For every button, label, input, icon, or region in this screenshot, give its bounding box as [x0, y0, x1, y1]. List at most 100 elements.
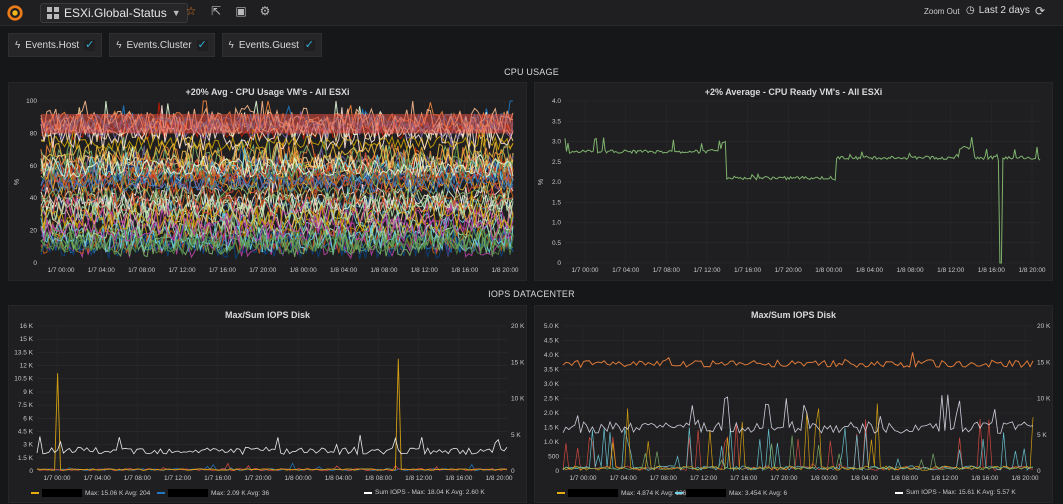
graph-legend: Max: 4.874 K Avg: 136 Max: 3.454 K Avg: … [535, 489, 1052, 499]
y-tick-label: 3.5 [552, 118, 561, 125]
y-tick-label: 9 K [23, 389, 33, 396]
legend-text: Max: 2.09 K Avg: 36 [211, 489, 270, 497]
y-tick-label: 3.0 K [544, 381, 560, 388]
template-var-events-cluster[interactable]: ϟ Events.Cluster ✓ [109, 33, 215, 57]
panel-cpu-ready[interactable]: +2% Average - CPU Ready VM's - All ESXi … [534, 82, 1053, 281]
legend-item[interactable]: Sum IOPS - Max: 15.61 K Avg: 5.57 K [895, 489, 1016, 496]
y-axis-label: % [14, 179, 21, 185]
share-icon[interactable]: ⇱ [210, 4, 222, 18]
time-range-picker[interactable]: ◷ Last 2 days [966, 5, 1030, 16]
x-tick-label: 1/8 04:00 [856, 267, 883, 274]
cpu-ready-graph[interactable]: 0 0.5 1.0 1.5 2.0 2.5 3.0 3.5 4.0 1/7 00:00 1/7 04… [535, 83, 1052, 280]
iops-series [562, 418, 1034, 471]
legend-swatch [675, 492, 683, 494]
x-tick-label: 1/7 12:00 [169, 267, 196, 274]
x-tick-label: 1/7 12:00 [690, 475, 717, 482]
panel-title[interactable]: Max/Sum IOPS Disk [224, 310, 311, 320]
x-tick-label: 1/7 04:00 [84, 475, 111, 482]
panel-title[interactable]: +2% Average - CPU Ready VM's - All ESXi [704, 87, 883, 97]
legend-text: Sum IOPS - Max: 15.61 K Avg: 5.57 K [906, 489, 1016, 496]
dashboard-title: ESXi.Global-Status [64, 6, 167, 20]
iops-disk-graph-1[interactable]: 0 1.5 K 3 K 4.5 K 6 K 7.5 K 9 K 10.5 K 12 K 13.5 … [9, 306, 526, 502]
cpu-usage-series [40, 190, 514, 233]
x-tick-label: 1/8 08:00 [891, 475, 918, 482]
iops-series [562, 435, 1034, 470]
iops-series [562, 403, 1034, 471]
cpu-usage-graph[interactable]: 0 20 40 60 80 100 1/7 00:00 1/7 04:00 1/7 08:00 1… [9, 83, 526, 280]
x-tick-label: 1/8 12:00 [931, 475, 958, 482]
y-tick-label: 0 [33, 260, 37, 267]
y-tick-label: 0.5 [552, 240, 561, 247]
y-tick-label: 3 K [23, 442, 33, 449]
y-right-tick-label: 0 [511, 468, 515, 475]
y-tick-label: 3.5 K [544, 367, 560, 374]
save-icon[interactable]: ▣ [235, 4, 247, 18]
y-tick-label: 80 [30, 130, 38, 137]
star-icon[interactable]: ☆ [185, 4, 197, 18]
cpu-usage-series [40, 216, 514, 256]
legend-item[interactable]: Max: 3.454 K Avg: 6 [675, 489, 787, 497]
template-var-label: Events.Guest [238, 39, 299, 51]
template-var-events-guest[interactable]: ϟ Events.Guest ✓ [221, 33, 322, 57]
row-title-iops-datacenter[interactable]: IOPS DATACENTER [488, 289, 575, 299]
x-tick-label: 1/8 04:00 [325, 475, 352, 482]
redacted-series-name [568, 489, 618, 497]
iops-sum-series [36, 435, 508, 456]
y-tick-label: 0 [557, 260, 561, 267]
checkbox-checked-icon[interactable]: ✓ [84, 38, 96, 51]
legend-item[interactable]: Max: 4.874 K Avg: 136 [557, 489, 686, 497]
x-tick-label: 1/7 04:00 [610, 475, 637, 482]
y-tick-label: 0 [29, 468, 33, 475]
row-title-cpu-usage[interactable]: CPU USAGE [504, 67, 559, 77]
x-tick-label: 1/7 16:00 [734, 267, 761, 274]
y-axis-label: % [538, 179, 545, 185]
legend-swatch [557, 492, 565, 494]
legend-item[interactable]: Max: 15.06 K Avg: 204 [31, 489, 150, 497]
y-right-tick-label: 5 K [1037, 432, 1047, 439]
panel-iops-disk-2[interactable]: Max/Sum IOPS Disk 0 500 1.0 K 1.5 K 2.0 K 2.5… [534, 305, 1053, 503]
graph-legend: Max: 15.06 K Avg: 204 Max: 2.09 K Avg: 3… [9, 489, 526, 499]
x-tick-label: 1/7 12:00 [164, 475, 191, 482]
y-tick-label: 2.0 [552, 179, 561, 186]
panel-title[interactable]: Max/Sum IOPS Disk [750, 310, 837, 320]
panel-cpu-usage[interactable]: +20% Avg - CPU Usage VM's - All ESXi 0 20… [8, 82, 527, 281]
y-tick-label: 2.5 [552, 159, 561, 166]
y-tick-label: 3.0 [552, 139, 561, 146]
panel-title[interactable]: +20% Avg - CPU Usage VM's - All ESXi [185, 87, 350, 97]
legend-item[interactable]: Max: 2.09 K Avg: 36 [157, 489, 269, 497]
y-tick-label: 1.5 K [18, 455, 34, 462]
gear-icon[interactable]: ⚙ [259, 4, 271, 18]
x-tick-label: 1/8 12:00 [937, 267, 964, 274]
y-tick-label: 4.5 K [544, 338, 560, 345]
panel-iops-disk-1[interactable]: Max/Sum IOPS Disk 0 1.5 K 3 K 4.5 K 6 K 7.5 K… [8, 305, 527, 503]
refresh-icon[interactable]: ⟳ [1035, 4, 1046, 18]
y-right-tick-label: 20 K [511, 323, 525, 330]
dashboard-picker-button[interactable]: ESXi.Global-Status ▼ [40, 3, 188, 23]
cpu-usage-series [40, 204, 514, 240]
template-var-events-host[interactable]: ϟ Events.Host ✓ [8, 33, 103, 57]
y-right-tick-label: 20 K [1037, 323, 1051, 330]
x-tick-label: 1/8 00:00 [290, 267, 317, 274]
iops-disk-graph-2[interactable]: 0 500 1.0 K 1.5 K 2.0 K 2.5 K 3.0 K 3.5 K 4.0 K 4… [535, 306, 1052, 502]
redacted-series-name [686, 489, 726, 497]
x-tick-label: 1/7 00:00 [47, 267, 74, 274]
cpu-ready-series [564, 137, 1041, 264]
legend-swatch [364, 491, 372, 494]
y-tick-label: 1.5 [552, 199, 561, 206]
legend-item[interactable]: Sum IOPS - Max: 18.04 K Avg: 2.60 K [364, 489, 485, 496]
y-tick-label: 10.5 K [14, 376, 33, 383]
zoom-out-button[interactable]: Zoom Out [924, 7, 960, 16]
x-tick-label: 1/7 12:00 [693, 267, 720, 274]
y-tick-label: 0 [555, 468, 559, 475]
checkbox-checked-icon[interactable]: ✓ [303, 38, 315, 51]
x-tick-label: 1/7 00:00 [571, 267, 598, 274]
checkbox-checked-icon[interactable]: ✓ [196, 38, 208, 51]
x-tick-label: 1/7 16:00 [730, 475, 757, 482]
y-tick-label: 13.5 K [14, 349, 33, 356]
legend-text: Max: 3.454 K Avg: 6 [729, 489, 788, 497]
iops-series [562, 352, 1034, 369]
cpu-usage-series [40, 210, 514, 258]
grafana-logo-icon[interactable] [6, 4, 24, 22]
x-tick-label: 1/8 08:00 [365, 475, 392, 482]
templating-bar: ϟ Events.Host ✓ ϟ Events.Cluster ✓ ϟ Eve… [8, 33, 322, 57]
